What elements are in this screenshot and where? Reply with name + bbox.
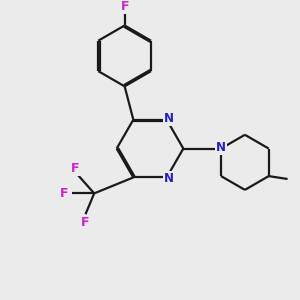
Text: N: N	[164, 112, 174, 125]
Text: F: F	[71, 162, 80, 175]
Text: N: N	[164, 172, 174, 185]
Text: F: F	[120, 0, 129, 13]
Text: F: F	[81, 216, 90, 229]
Text: F: F	[60, 187, 69, 200]
Text: N: N	[216, 141, 226, 154]
